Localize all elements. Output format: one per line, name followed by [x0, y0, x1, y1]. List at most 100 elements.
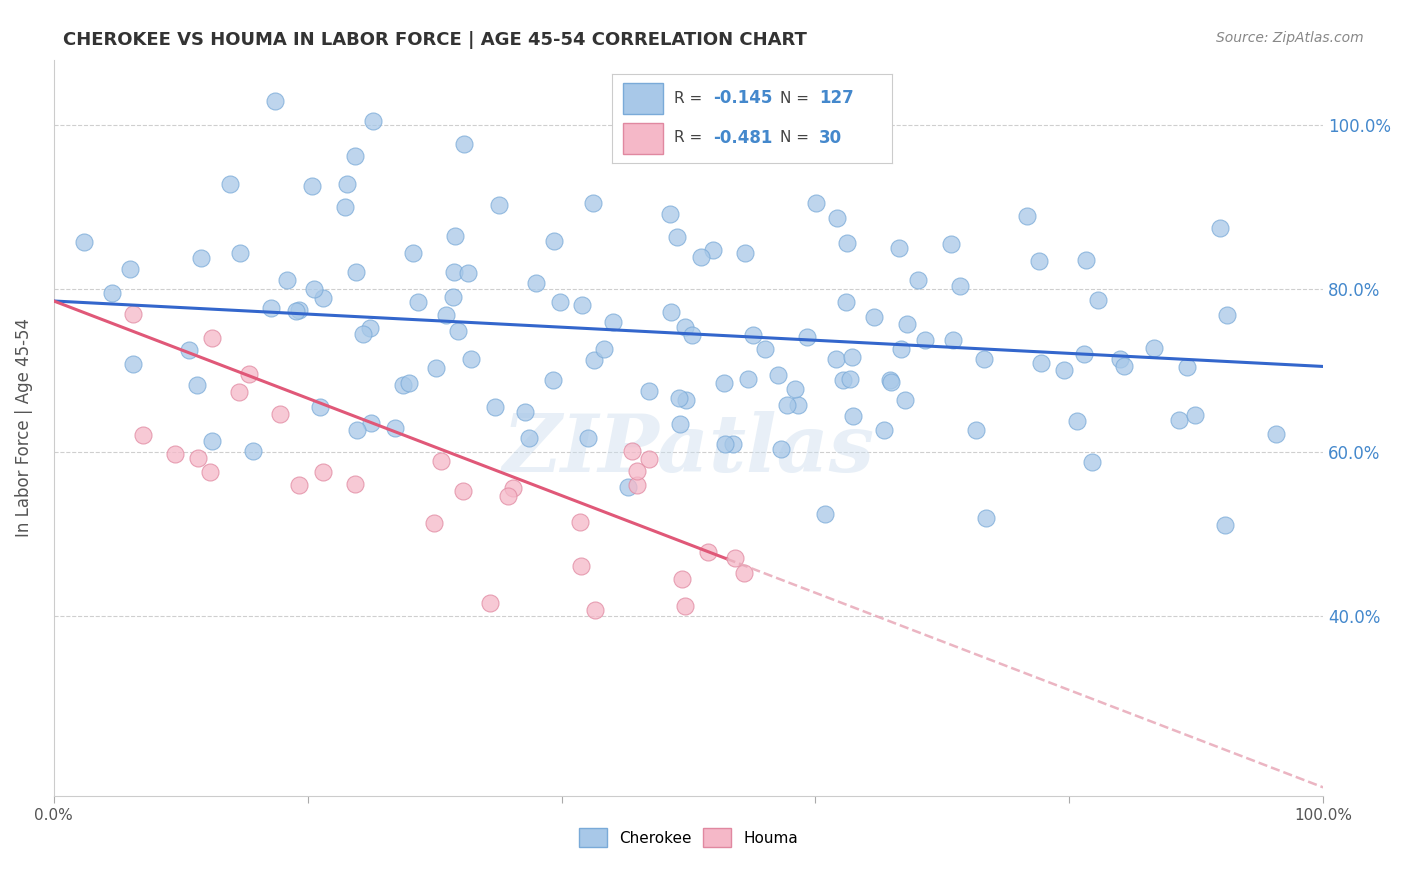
Point	[626, 464, 648, 478]
Point	[1053, 363, 1076, 377]
Point	[842, 409, 865, 423]
Point	[766, 368, 789, 383]
Point	[626, 477, 648, 491]
Point	[690, 250, 713, 264]
Point	[524, 276, 547, 290]
Point	[73, 235, 96, 249]
Point	[392, 378, 415, 392]
Point	[1074, 252, 1097, 267]
Point	[879, 373, 901, 387]
Legend: Cherokee, Houma: Cherokee, Houma	[571, 821, 806, 855]
Point	[1112, 359, 1135, 374]
Point	[186, 451, 208, 466]
Point	[873, 423, 896, 437]
Point	[359, 321, 381, 335]
Point	[1184, 408, 1206, 422]
Point	[1073, 347, 1095, 361]
Point	[361, 114, 384, 128]
Point	[269, 407, 291, 421]
Point	[638, 384, 661, 398]
Point	[907, 272, 929, 286]
Point	[637, 452, 659, 467]
Point	[444, 228, 467, 243]
Point	[200, 331, 222, 345]
Point	[1215, 518, 1237, 533]
Point	[228, 245, 250, 260]
Point	[681, 328, 703, 343]
Text: CHEROKEE VS HOUMA IN LABOR FORCE | AGE 45-54 CORRELATION CHART: CHEROKEE VS HOUMA IN LABOR FORCE | AGE 4…	[63, 31, 807, 49]
Point	[1066, 414, 1088, 428]
Point	[132, 428, 155, 442]
Point	[673, 599, 696, 613]
Point	[832, 373, 855, 387]
Point	[1015, 210, 1038, 224]
Point	[616, 480, 638, 494]
Point	[702, 243, 724, 257]
Point	[776, 398, 799, 412]
Point	[443, 265, 465, 279]
Point	[569, 515, 592, 529]
Point	[1209, 221, 1232, 235]
Point	[839, 372, 862, 386]
Point	[441, 290, 464, 304]
Point	[673, 320, 696, 334]
Point	[344, 264, 367, 278]
Point	[786, 398, 808, 412]
Point	[346, 423, 368, 437]
Point	[863, 310, 886, 324]
Point	[620, 444, 643, 458]
Point	[942, 333, 965, 347]
Point	[1028, 254, 1050, 268]
Point	[1031, 356, 1053, 370]
Point	[423, 516, 446, 531]
Point	[384, 421, 406, 435]
Point	[742, 327, 765, 342]
Point	[457, 266, 479, 280]
Point	[841, 350, 863, 364]
Point	[696, 544, 718, 558]
Point	[312, 465, 335, 479]
Point	[1167, 412, 1189, 426]
Point	[484, 400, 506, 414]
Point	[460, 352, 482, 367]
Point	[186, 378, 208, 392]
Point	[488, 197, 510, 211]
Point	[675, 392, 697, 407]
Point	[219, 178, 242, 192]
Point	[543, 373, 565, 387]
Point	[238, 368, 260, 382]
Point	[343, 477, 366, 491]
Point	[100, 285, 122, 300]
Point	[569, 558, 592, 573]
Point	[669, 417, 692, 432]
Point	[668, 391, 690, 405]
Point	[783, 382, 806, 396]
Point	[434, 308, 457, 322]
Point	[835, 294, 858, 309]
Point	[593, 342, 616, 356]
Point	[880, 375, 903, 389]
Point	[513, 405, 536, 419]
Point	[401, 245, 423, 260]
Point	[242, 443, 264, 458]
Point	[582, 352, 605, 367]
Point	[446, 324, 468, 338]
Point	[571, 298, 593, 312]
Point	[312, 291, 335, 305]
Point	[796, 330, 818, 344]
Point	[939, 237, 962, 252]
Point	[288, 478, 311, 492]
Point	[734, 246, 756, 260]
Point	[479, 596, 502, 610]
Point	[602, 315, 624, 329]
Point	[837, 236, 859, 251]
Point	[714, 436, 737, 450]
Point	[814, 507, 837, 521]
Point	[1265, 427, 1288, 442]
Point	[517, 431, 540, 445]
Point	[198, 465, 221, 479]
Point	[974, 511, 997, 525]
Point	[1080, 454, 1102, 468]
Point	[430, 454, 453, 468]
Point	[276, 273, 298, 287]
